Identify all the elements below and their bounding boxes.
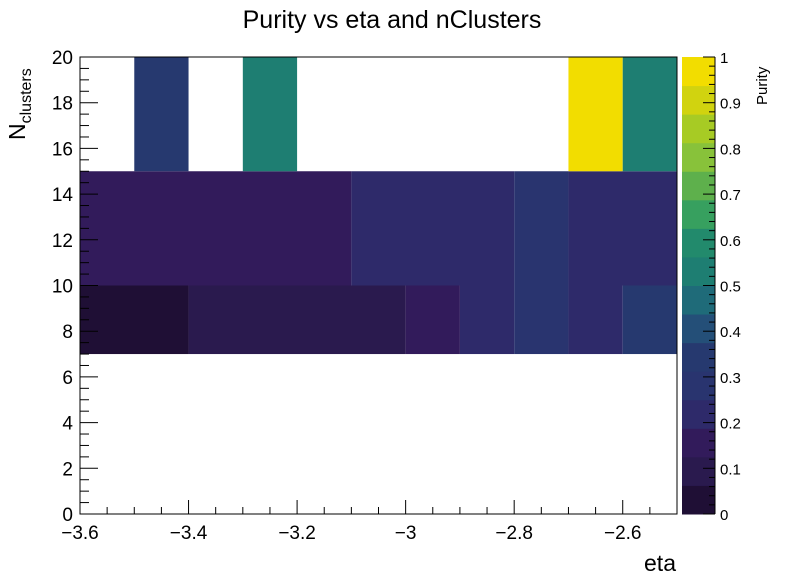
heatmap-cell <box>568 57 623 172</box>
color-scale-swatch <box>682 428 715 458</box>
heatmap-cell <box>405 285 460 355</box>
color-scale-swatch <box>682 57 715 87</box>
color-scale-tick-label: 0.1 <box>720 461 741 478</box>
color-scale-axis: 0 0.1 0.2 0.3 0.4 0.5 0.6 0.7 0.8 0.9 1 <box>703 50 741 524</box>
y-tick-label: 8 <box>62 322 73 343</box>
color-scale-swatch <box>682 342 715 372</box>
y-tick-label: 20 <box>52 48 73 69</box>
heatmap-cell <box>351 171 515 286</box>
color-scale-swatch <box>682 228 715 258</box>
y-tick-label: 12 <box>52 231 73 252</box>
x-axis: −3.6 −3.4 −3.2 −3 −2.8 −2.6 <box>61 500 678 544</box>
heatmap-cell <box>622 57 677 172</box>
chart-title: Purity vs eta and nClusters <box>243 6 542 34</box>
heatmap-cells <box>80 57 677 355</box>
x-tick-label: −2.6 <box>604 523 642 544</box>
heatmap-cell <box>459 285 515 355</box>
color-scale-swatch <box>682 285 715 315</box>
color-scale-tick-label: 0.4 <box>720 324 741 341</box>
y-axis-label: Nclusters <box>4 68 35 140</box>
color-scale-swatch <box>682 456 715 486</box>
color-scale-tick-label: 0.5 <box>720 279 741 296</box>
y-tick-label: 14 <box>52 185 74 206</box>
heatmap-cell <box>514 171 569 286</box>
color-scale-tick-label: 0.2 <box>720 416 741 433</box>
color-scale-swatch <box>682 256 715 286</box>
color-scale-tick-label: 0.7 <box>720 187 741 204</box>
y-axis-label-main: N <box>4 123 30 140</box>
x-tick-label: −3.6 <box>61 523 99 544</box>
color-scale-tick-label: 0.8 <box>720 141 741 158</box>
heatmap-cell <box>568 171 677 286</box>
heatmap-cell <box>622 285 677 355</box>
color-scale-swatch <box>682 114 715 144</box>
heatmap-cell <box>80 285 189 355</box>
y-tick-label: 16 <box>52 139 73 160</box>
y-tick-label: 4 <box>62 414 73 435</box>
y-tick-label: 18 <box>52 94 73 115</box>
color-scale-bar <box>682 57 715 515</box>
y-axis-label-sub: clusters <box>18 68 35 123</box>
x-tick-label: −3 <box>395 523 417 544</box>
heatmap-cell <box>514 285 569 355</box>
y-tick-label: 6 <box>62 368 73 389</box>
y-axis: 0 2 4 6 8 10 12 14 16 18 20 <box>52 48 98 526</box>
color-scale-tick-label: 0.3 <box>720 370 741 387</box>
heatmap-cell <box>188 285 406 355</box>
y-tick-label: 10 <box>52 277 73 298</box>
color-scale-swatch <box>682 199 715 229</box>
color-scale-label: Purity <box>754 66 771 105</box>
color-scale-swatch <box>682 485 715 515</box>
heatmap-cell <box>568 285 623 355</box>
heatmap-cell <box>134 57 189 172</box>
color-scale-tick-label: 0.9 <box>720 96 741 113</box>
y-tick-label: 0 <box>62 505 73 526</box>
heatmap-cell <box>242 57 298 172</box>
x-tick-label: −3.4 <box>170 523 208 544</box>
color-scale-swatch <box>682 85 715 115</box>
x-tick-label: −3.2 <box>278 523 316 544</box>
color-scale-tick-label: 0.6 <box>720 233 741 250</box>
color-scale-swatch <box>682 314 715 344</box>
color-scale-tick-label: 1 <box>720 50 728 67</box>
x-tick-label: −2.8 <box>495 523 533 544</box>
x-axis-label: eta <box>644 550 676 572</box>
heatmap-cell <box>80 171 352 286</box>
y-tick-label: 2 <box>62 459 73 480</box>
color-scale-tick-label: 0 <box>720 507 728 524</box>
